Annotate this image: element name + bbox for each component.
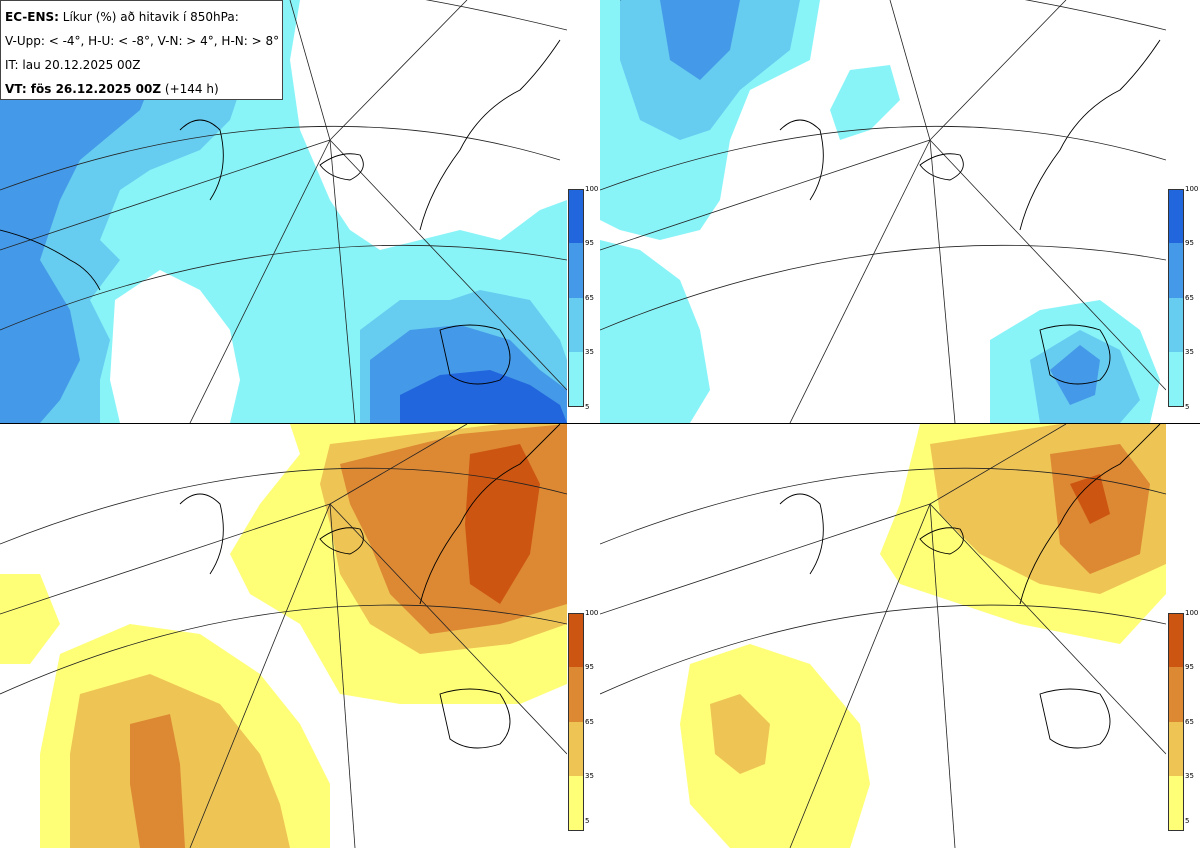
colorbar-bottom-right: 100 95 65 35 5 [1168, 609, 1198, 831]
colorbar-tick: 100 [1185, 609, 1199, 617]
colorbar-tick: 5 [585, 817, 590, 825]
colorbar-tick: 35 [1185, 772, 1194, 780]
colorbar-tick: 5 [1185, 403, 1190, 411]
colorbar-tick: 100 [585, 609, 599, 617]
colorbar-tick: 95 [585, 663, 594, 671]
colorbar-tick: 35 [585, 772, 594, 780]
colorbar-tick: 65 [1185, 718, 1194, 726]
map-panel-top-left: EC-ENS: Líkur (%) að hitavik í 850hPa: V… [0, 0, 567, 423]
colorbar-top-right: 100 95 65 35 5 [1168, 185, 1198, 411]
legend-thresholds: V-Upp: < -4°, H-U: < -8°, V-N: > 4°, H-N… [5, 34, 280, 48]
colorbar-bottom-left: 100 95 65 35 5 [568, 609, 598, 831]
colorbar-tick: 35 [1185, 348, 1194, 356]
colorbar-frame [568, 613, 584, 831]
legend-init-time: IT: lau 20.12.2025 00Z [5, 58, 141, 72]
legend-valid-time: VT: fös 26.12.2025 00Z (+144 h) [5, 77, 278, 101]
legend-valid-rest: (+144 h) [161, 82, 219, 96]
colorbar-top-left: 100 95 65 35 5 [568, 185, 598, 411]
colorbar-frame [1168, 189, 1184, 407]
probability-map-warm-4 [0, 424, 567, 848]
probability-map-cold-8 [600, 0, 1166, 423]
colorbar-tick: 100 [585, 185, 599, 193]
colorbar-tick: 35 [585, 348, 594, 356]
colorbar-tick: 5 [585, 403, 590, 411]
colorbar-tick: 65 [1185, 294, 1194, 302]
colorbar-tick: 65 [585, 294, 594, 302]
colorbar-tick: 95 [1185, 239, 1194, 247]
legend-title-bold: EC-ENS: [5, 10, 59, 24]
legend-title: EC-ENS: Líkur (%) að hitavik í 850hPa: [5, 5, 278, 29]
colorbar-tick: 65 [585, 718, 594, 726]
legend-valid-bold: VT: fös 26.12.2025 00Z [5, 82, 162, 96]
legend-title-rest: Líkur (%) að hitavik í 850hPa: [58, 10, 239, 24]
colorbar-frame [1168, 613, 1184, 831]
colorbar-frame [568, 189, 584, 407]
colorbar-tick: 95 [1185, 663, 1194, 671]
probability-map-warm-8 [600, 424, 1166, 848]
map-panel-bottom-left [0, 424, 567, 848]
colorbar-tick: 100 [1185, 185, 1199, 193]
map-panel-bottom-right [600, 424, 1166, 848]
map-panel-top-right [600, 0, 1166, 423]
legend-box: EC-ENS: Líkur (%) að hitavik í 850hPa: V… [0, 0, 283, 100]
colorbar-tick: 95 [585, 239, 594, 247]
colorbar-tick: 5 [1185, 817, 1190, 825]
panel-divider-horizontal [0, 423, 1200, 424]
